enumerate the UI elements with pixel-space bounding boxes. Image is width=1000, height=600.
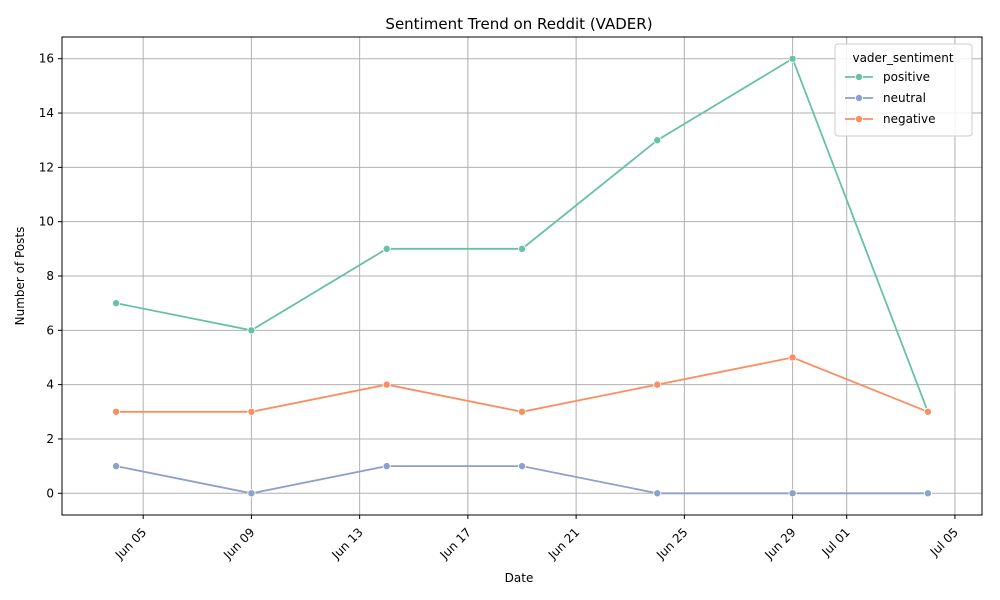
data-point-negative	[518, 407, 527, 416]
legend-label-negative: negative	[883, 112, 935, 126]
y-axis-ticks: 0 2 4 6 8 10 12 14 16	[39, 52, 62, 500]
legend-swatch-marker-negative	[855, 115, 864, 124]
data-point-neutral	[518, 462, 527, 471]
y-axis-title: Number of Posts	[13, 227, 27, 326]
y-tick-label: 10	[39, 215, 54, 229]
series-points	[112, 54, 932, 498]
x-tick-label: Jun 25	[653, 525, 690, 562]
chart-title: Sentiment Trend on Reddit (VADER)	[385, 15, 652, 33]
data-point-neutral	[923, 489, 932, 498]
data-point-positive	[788, 54, 797, 63]
data-point-negative	[923, 407, 932, 416]
y-tick-label: 12	[39, 160, 54, 174]
y-tick-label: 6	[46, 323, 54, 337]
x-tick-label: Jul 01	[818, 525, 852, 559]
y-tick-label: 0	[46, 486, 54, 500]
x-tick-label: Jun 29	[761, 525, 798, 562]
y-tick-label: 4	[46, 378, 54, 392]
legend: vader_sentiment positive neutral negative	[834, 43, 973, 137]
x-axis-ticks: Jun 05 Jun 09 Jun 13 Jun 17 Jun 21 Jun 25 Jun …	[112, 515, 961, 563]
data-point-positive	[112, 299, 121, 308]
data-point-neutral	[382, 462, 391, 471]
data-point-negative	[653, 380, 662, 389]
series-line-neutral	[115, 465, 928, 495]
legend-title: vader_sentiment	[852, 51, 953, 65]
legend-items: positive neutral negative	[845, 70, 935, 126]
x-tick-label: Jun 17	[437, 525, 474, 562]
x-tick-label: Jul 05	[927, 525, 961, 559]
data-point-neutral	[247, 489, 256, 498]
data-point-negative	[247, 407, 256, 416]
y-tick-label: 8	[46, 269, 54, 283]
data-point-negative	[382, 380, 391, 389]
grid-lines	[62, 37, 982, 515]
data-point-positive	[653, 136, 662, 145]
data-point-positive	[247, 326, 256, 335]
data-point-positive	[382, 244, 391, 253]
x-tick-label: Jun 21	[545, 525, 582, 562]
series-line-positive	[115, 57, 929, 413]
x-tick-label: Jun 09	[220, 525, 257, 562]
data-point-negative	[788, 353, 797, 362]
data-point-neutral	[788, 489, 797, 498]
x-axis-title: Date	[505, 571, 534, 585]
data-point-neutral	[112, 462, 121, 471]
x-tick-label: Jun 13	[328, 525, 365, 562]
y-tick-label: 16	[39, 52, 54, 66]
legend-swatch-marker-neutral	[855, 94, 864, 103]
data-point-positive	[518, 244, 527, 253]
y-tick-label: 14	[39, 106, 54, 120]
legend-box	[834, 43, 973, 137]
y-tick-label: 2	[46, 432, 54, 446]
legend-swatch-marker-positive	[855, 73, 864, 82]
legend-label-neutral: neutral	[883, 91, 926, 105]
data-point-negative	[112, 407, 121, 416]
legend-label-positive: positive	[883, 70, 930, 84]
data-point-neutral	[653, 489, 662, 498]
x-tick-label: Jun 05	[112, 525, 149, 562]
